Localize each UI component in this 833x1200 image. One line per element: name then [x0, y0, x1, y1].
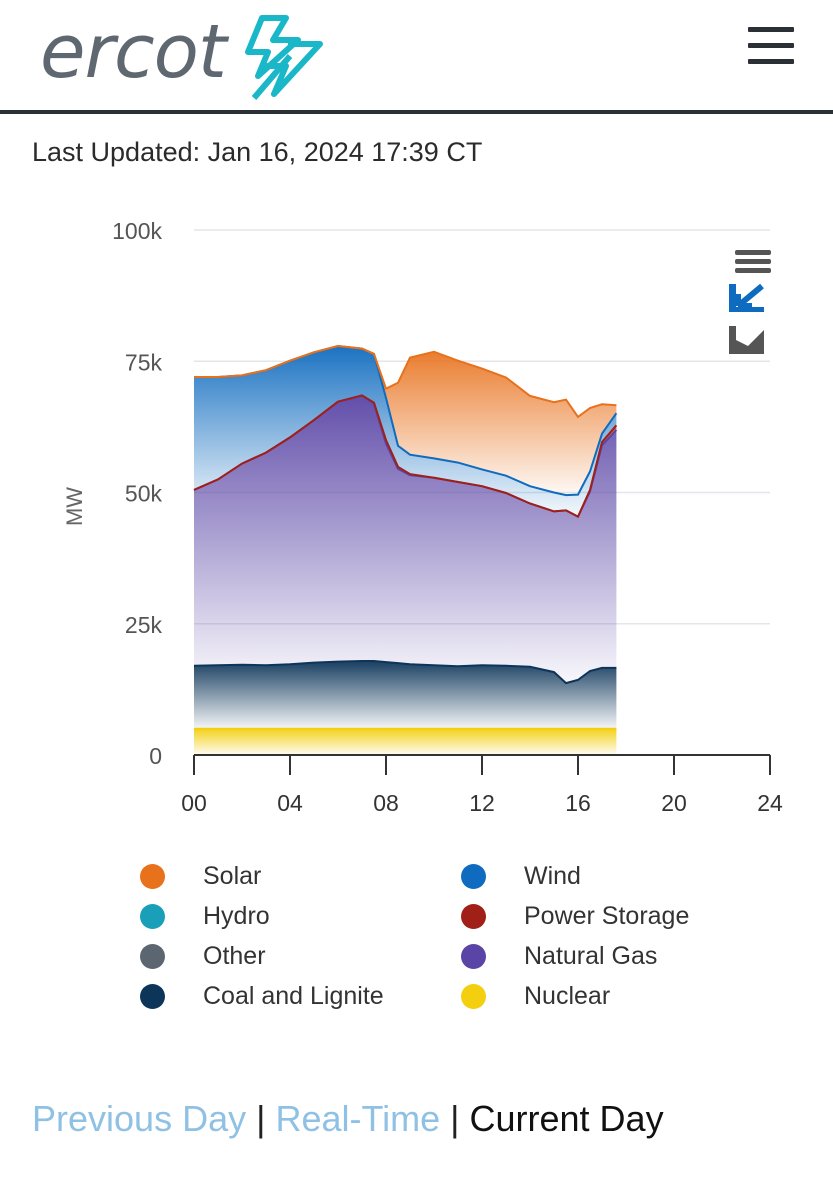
logo-text: ercot [40, 9, 227, 95]
lightning-bolt-icon [245, 15, 323, 100]
previous-day-link[interactable]: Previous Day [32, 1098, 247, 1139]
day-navigation: Previous Day | Real-Time | Current Day [32, 1098, 664, 1140]
x-tick-label: 00 [181, 790, 207, 816]
legend-label: Other [203, 941, 266, 970]
x-tick-label: 20 [661, 790, 687, 816]
legend-label: Wind [524, 861, 581, 890]
x-tick-label: 04 [277, 790, 303, 816]
x-tick-label: 12 [469, 790, 495, 816]
y-axis-label: MW [62, 487, 87, 526]
legend-item-hydro[interactable]: Hydro [140, 901, 270, 931]
nav-separator: | [450, 1098, 460, 1139]
line-solar [194, 344, 617, 419]
legend-item-other[interactable]: Other [140, 941, 266, 971]
area-solar[interactable] [194, 346, 617, 496]
chart-type-icon[interactable] [729, 326, 764, 354]
y-tick-label: 50k [125, 481, 163, 507]
x-tick-label: 24 [757, 790, 783, 816]
x-tick-label: 16 [565, 790, 591, 816]
legend-swatch [140, 903, 165, 929]
y-tick-label: 0 [149, 743, 162, 769]
area-wind[interactable] [194, 346, 617, 517]
legend-item-solar[interactable]: Solar [140, 861, 261, 891]
line-power_storage [193, 394, 618, 518]
legend-label: Solar [203, 861, 262, 890]
menu-lines-icon[interactable] [735, 250, 771, 273]
real-time-link[interactable]: Real-Time [275, 1098, 441, 1139]
legend-swatch [461, 943, 486, 969]
reset-zoom-icon[interactable] [729, 283, 764, 312]
last-updated: Last Updated: Jan 16, 2024 17:39 CT [32, 137, 483, 167]
line-coal [193, 660, 617, 685]
fuel-mix-chart: 0 25k 50k 75k 100k MW 00 04 08 12 16 20 24 [62, 218, 783, 816]
y-tick-label: 100k [112, 218, 162, 244]
site-header: ercot [0, 0, 833, 114]
chart-axes: 0 25k 50k 75k 100k MW 00 04 08 12 16 20 24 [62, 218, 783, 816]
area-natural_gas[interactable] [194, 395, 617, 684]
legend-item-power_storage[interactable]: Power Storage [461, 901, 689, 931]
chart-toolbar [729, 250, 771, 354]
legend-label: Nuclear [524, 981, 611, 1010]
legend-swatch [140, 983, 165, 1009]
legend-item-coal[interactable]: Coal and Lignite [140, 981, 384, 1011]
legend-swatch [140, 863, 165, 889]
legend-swatch [140, 943, 165, 969]
legend-swatch [461, 983, 486, 1009]
area-nuclear[interactable] [194, 728, 617, 755]
legend-label: Power Storage [524, 901, 690, 930]
current-day-label: Current Day [469, 1098, 664, 1139]
legend-item-nuclear[interactable]: Nuclear [461, 981, 610, 1011]
area-coal[interactable] [194, 661, 617, 729]
legend-item-natural_gas[interactable]: Natural Gas [461, 941, 657, 971]
chart-areas [193, 344, 618, 755]
legend-swatch [461, 863, 486, 889]
nav-separator: | [256, 1098, 266, 1139]
legend-label: Hydro [203, 901, 270, 930]
hamburger-menu-icon[interactable] [748, 27, 794, 67]
y-tick-label: 75k [125, 349, 163, 375]
legend-label: Natural Gas [524, 941, 658, 970]
y-tick-label: 25k [125, 612, 163, 638]
legend-swatch [461, 903, 486, 929]
legend-label: Coal and Lignite [203, 981, 384, 1010]
x-tick-label: 08 [373, 790, 399, 816]
legend-item-wind[interactable]: Wind [461, 861, 581, 891]
